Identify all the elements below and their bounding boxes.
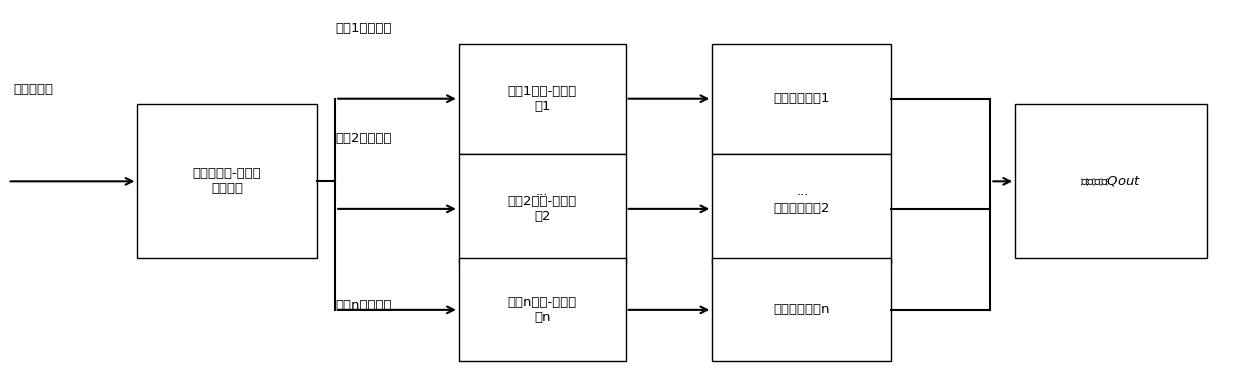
Text: 阀门1开度指令: 阀门1开度指令 xyxy=(336,21,392,34)
Text: ···: ··· xyxy=(535,189,548,202)
Text: 阀门n开度指令: 阀门n开度指令 xyxy=(336,299,392,312)
Bar xyxy=(712,258,892,361)
Bar xyxy=(712,44,892,154)
Bar xyxy=(712,154,892,264)
Text: 实际流量$\mathit{Qout}$: 实际流量$\mathit{Qout}$ xyxy=(1080,174,1141,188)
Text: ···: ··· xyxy=(797,189,809,202)
Text: 流量分配系数2: 流量分配系数2 xyxy=(773,202,830,215)
Bar xyxy=(1015,104,1207,258)
Bar xyxy=(458,44,626,154)
Bar xyxy=(138,104,317,258)
Text: 流量分配系数n: 流量分配系数n xyxy=(773,303,830,316)
Bar xyxy=(458,154,626,264)
Text: 阀门n开度-实测流
量n: 阀门n开度-实测流 量n xyxy=(508,296,577,324)
Text: 流量分配系数1: 流量分配系数1 xyxy=(773,92,830,105)
Text: 阀门2开度-实测流
量2: 阀门2开度-实测流 量2 xyxy=(508,195,577,223)
Text: 流量总指令: 流量总指令 xyxy=(14,83,53,96)
Text: 流量总指令-各阀门
开度指令: 流量总指令-各阀门 开度指令 xyxy=(192,167,261,195)
Bar xyxy=(458,258,626,361)
Text: 阀门2开度指令: 阀门2开度指令 xyxy=(336,132,392,145)
Text: 阀门1开度-实测流
量1: 阀门1开度-实测流 量1 xyxy=(508,85,577,113)
